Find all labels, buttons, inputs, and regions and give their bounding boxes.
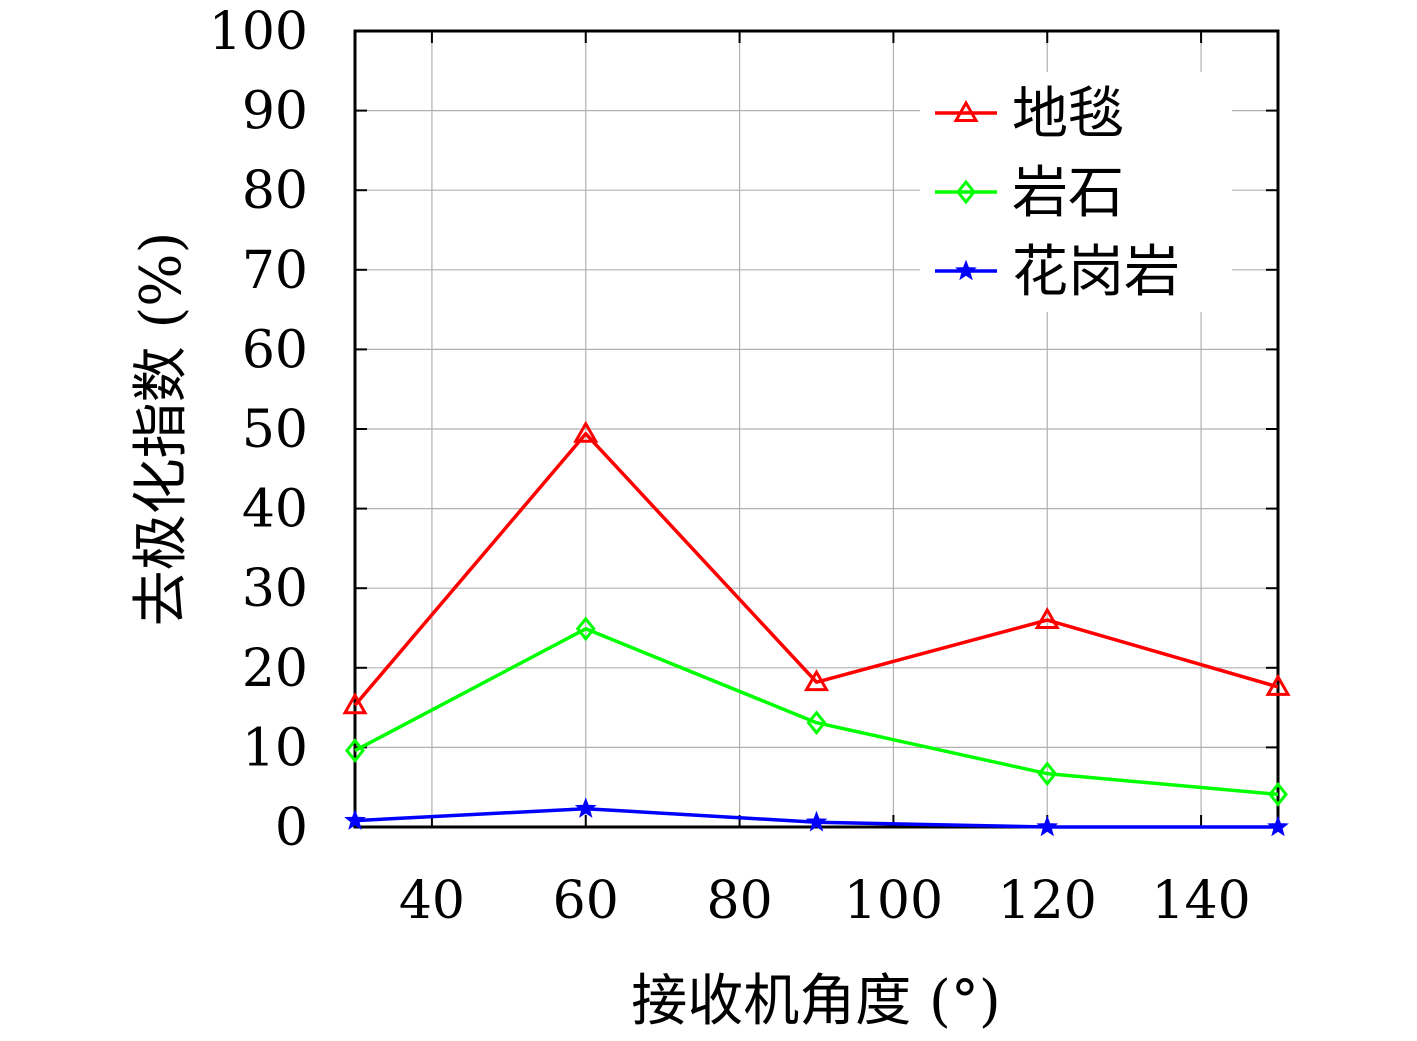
x-tick-label: 120 xyxy=(998,871,1097,931)
data-point xyxy=(1268,781,1288,807)
series-2 xyxy=(345,616,1288,807)
y-tick-label: 60 xyxy=(242,320,308,380)
x-tick-label: 80 xyxy=(706,871,772,931)
axis-ticks: 40 60 80 100 120 140 0 10 20 30 40 50 60 70 80 90 100 xyxy=(209,2,1278,931)
data-point xyxy=(573,420,599,443)
data-point xyxy=(1037,761,1058,787)
series-line xyxy=(353,432,1279,707)
legend-marker xyxy=(953,99,979,122)
x-tick-label: 140 xyxy=(1151,871,1250,931)
y-tick-label: 80 xyxy=(242,161,308,221)
y-tick-label: 90 xyxy=(242,82,308,142)
series-line xyxy=(354,627,1279,797)
data-point xyxy=(805,810,828,832)
legend-marker xyxy=(956,179,976,205)
y-tick-label: 0 xyxy=(275,798,308,858)
series-3 xyxy=(344,797,1289,837)
y-tick-label: 70 xyxy=(242,241,308,301)
x-tick-label: 100 xyxy=(844,871,943,931)
x-tick-label: 40 xyxy=(399,871,465,931)
data-point xyxy=(575,616,596,642)
data-point xyxy=(803,669,830,692)
legend-label: 花岗岩 xyxy=(1012,240,1180,305)
legend-label: 地毯 xyxy=(1012,82,1124,147)
legend-label: 岩石 xyxy=(1012,161,1124,226)
y-tick-label: 40 xyxy=(242,480,308,540)
y-tick-label: 50 xyxy=(242,400,308,460)
legend-item: 岩石 xyxy=(935,161,1124,226)
y-tick-label: 30 xyxy=(242,559,308,619)
legend-item: 花岗岩 xyxy=(935,240,1180,305)
y-axis-label: 去极化指数 (%) xyxy=(129,232,194,627)
y-tick-label: 10 xyxy=(242,718,308,778)
series-layer xyxy=(342,420,1291,837)
data-point xyxy=(1267,815,1289,837)
data-point xyxy=(342,692,368,715)
x-tick-label: 60 xyxy=(553,871,619,931)
data-point xyxy=(345,738,365,763)
x-axis-label: 接收机角度 (°) xyxy=(631,969,1001,1034)
legend-item: 地毯 xyxy=(935,82,1124,147)
series-1 xyxy=(342,420,1291,715)
legend-marker xyxy=(955,259,977,281)
y-tick-label: 20 xyxy=(242,639,308,699)
data-point xyxy=(344,809,366,830)
data-point xyxy=(1265,673,1291,696)
data-point xyxy=(574,797,597,818)
y-tick-label: 100 xyxy=(209,2,308,62)
data-point xyxy=(806,710,827,736)
data-point xyxy=(1034,607,1060,630)
data-point xyxy=(1036,815,1059,837)
